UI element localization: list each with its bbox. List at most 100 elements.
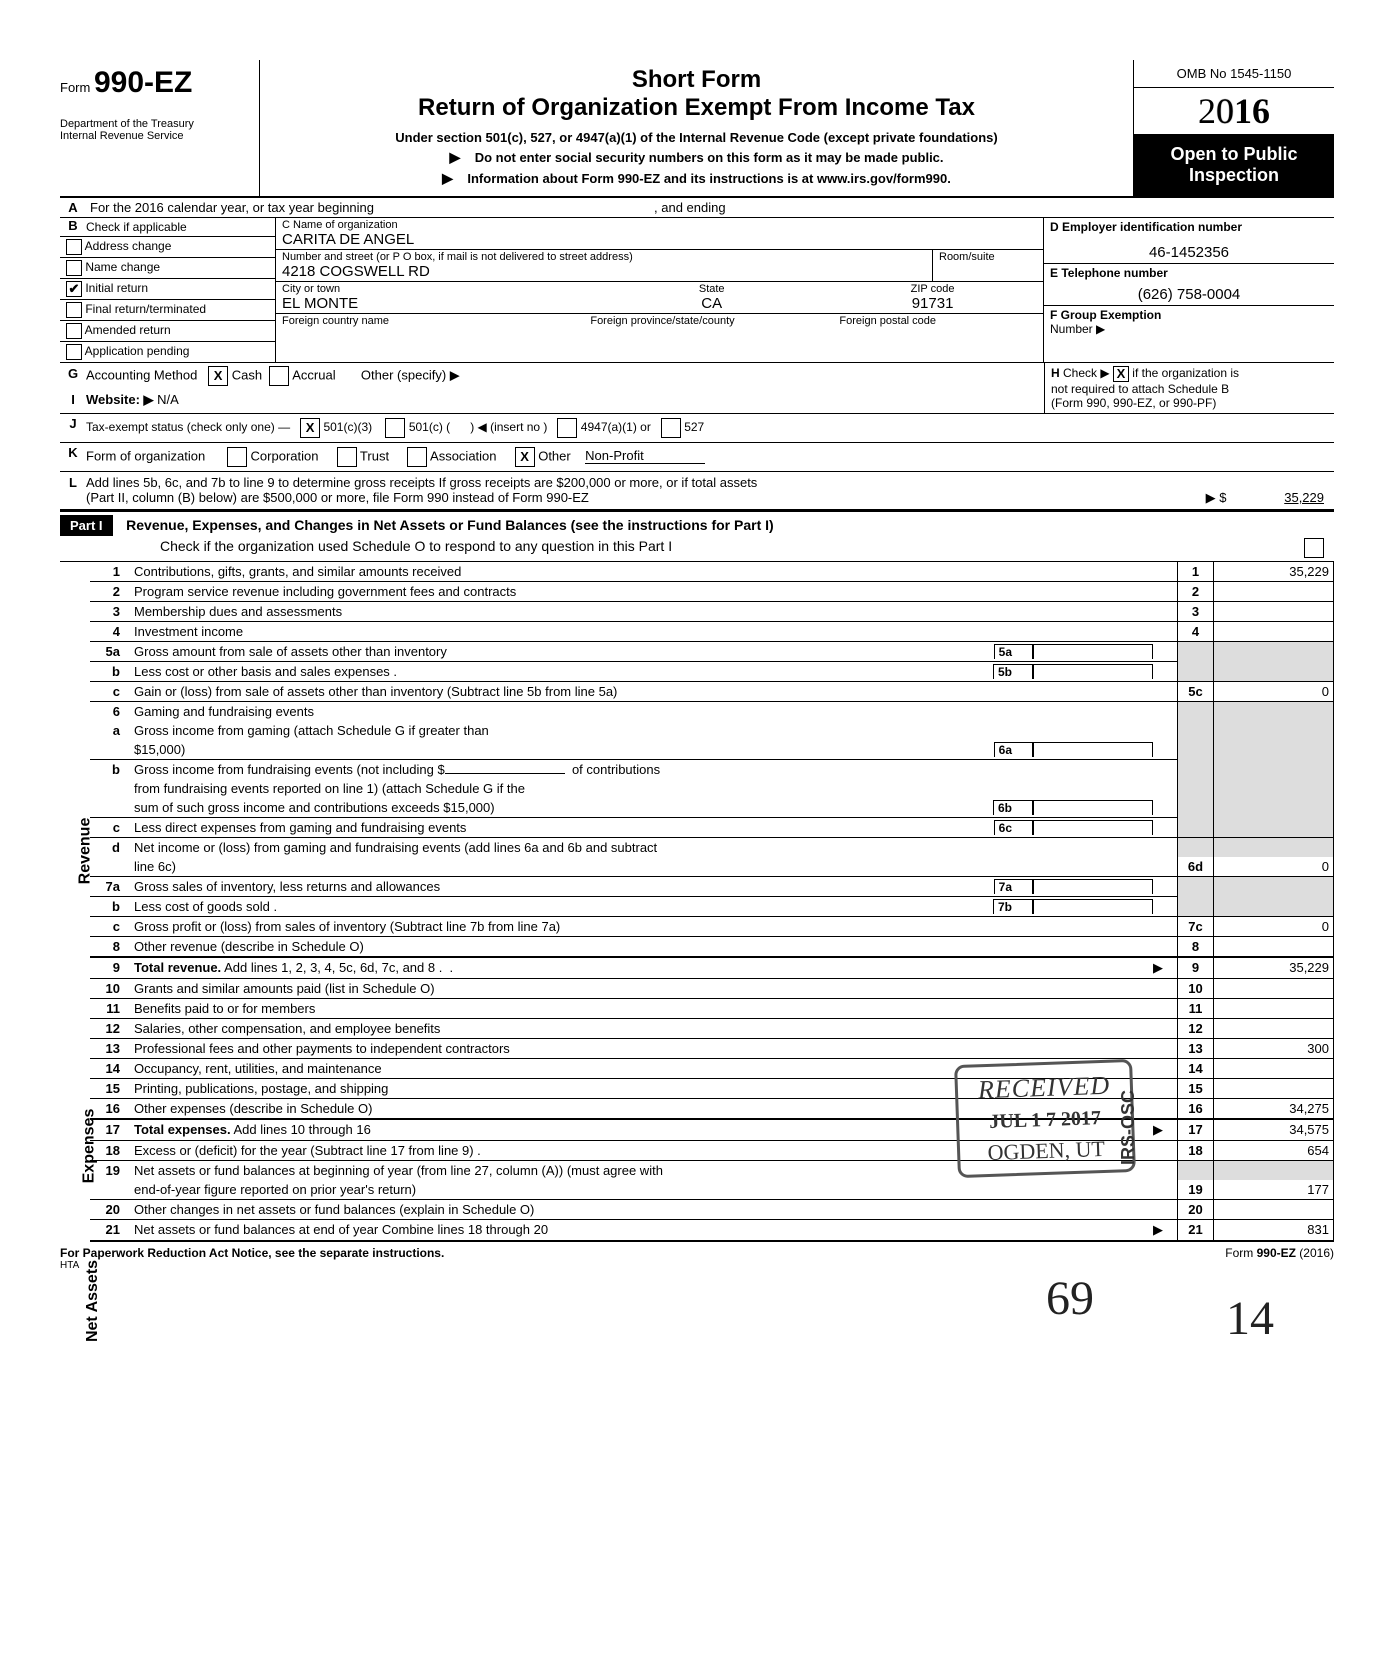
state-label: State	[607, 283, 816, 295]
city-value: EL MONTE	[282, 295, 595, 312]
check-initial-return[interactable]: ✔	[66, 281, 82, 297]
line-19b: end-of-year figure reported on prior yea…	[90, 1180, 1334, 1200]
city-label: City or town	[282, 283, 595, 295]
line-7c: cGross profit or (loss) from sales of in…	[90, 917, 1334, 937]
dept-treasury: Department of the Treasury Internal Reve…	[60, 118, 251, 142]
line-4: 4Investment income4	[90, 622, 1334, 642]
d-label: D Employer identification number	[1050, 220, 1328, 234]
open-public: Open to Public Inspection	[1134, 134, 1334, 196]
c-name-label: C Name of organization	[282, 219, 1037, 231]
line-6: 6Gaming and fundraising events	[90, 702, 1334, 722]
line-6d2: line 6c)6d0	[90, 857, 1334, 877]
subtitle-2: ▶ Do not enter social security numbers o…	[270, 149, 1123, 166]
form-number: Form 990-EZ	[60, 66, 251, 100]
check-501c3[interactable]: X	[300, 418, 320, 438]
b-label: Check if applicable	[86, 218, 187, 236]
check-amended[interactable]	[66, 323, 82, 339]
revenue-side-label: Revenue	[76, 818, 94, 885]
check-accrual[interactable]	[269, 366, 289, 386]
handwritten-14: 14	[1226, 1291, 1274, 1346]
line-3: 3Membership dues and assessments3	[90, 602, 1334, 622]
street-value: 4218 COGSWELL RD	[282, 263, 926, 280]
line-19: 19Net assets or fund balances at beginni…	[90, 1161, 1334, 1181]
check-address-change[interactable]	[66, 239, 82, 255]
ein-value: 46-1452356	[1050, 234, 1328, 261]
check-corp[interactable]	[227, 447, 247, 467]
identity-block: B Check if applicable Address change Nam…	[60, 218, 1334, 363]
line-20: 20Other changes in net assets or fund ba…	[90, 1200, 1334, 1220]
line-k: K Form of organization Corporation Trust…	[60, 443, 1334, 472]
check-trust[interactable]	[337, 447, 357, 467]
line-11: 11Benefits paid to or for members11	[90, 999, 1334, 1019]
handwriting-area: 69 14	[60, 1271, 1334, 1351]
zip-value: 91731	[828, 295, 1037, 312]
line-2: 2Program service revenue including gover…	[90, 582, 1334, 602]
check-assoc[interactable]	[407, 447, 427, 467]
other-org-value: Non-Profit	[585, 448, 705, 464]
fpc-label: Foreign postal code	[839, 315, 1037, 327]
line-21: 21Net assets or fund balances at end of …	[90, 1220, 1334, 1242]
check-other-org[interactable]: X	[515, 447, 535, 467]
line-6a: aGross income from gaming (attach Schedu…	[90, 721, 1334, 740]
subtitle-3: ▶ Information about Form 990-EZ and its …	[270, 170, 1123, 187]
street-label: Number and street (or P O box, if mail i…	[282, 251, 926, 263]
line-10: 10Grants and similar amounts paid (list …	[90, 979, 1334, 999]
check-name-change[interactable]	[66, 260, 82, 276]
room-label: Room/suite	[939, 251, 1037, 263]
state-value: CA	[607, 295, 816, 312]
check-527[interactable]	[661, 418, 681, 438]
short-form-title: Short Form	[270, 66, 1123, 94]
line-15: 15Printing, publications, postage, and s…	[90, 1079, 1334, 1099]
check-cash[interactable]: X	[208, 366, 228, 386]
received-stamp: RECEIVED JUL 1 7 2017 OGDEN, UT	[954, 1059, 1136, 1178]
line-14: 14Occupancy, rent, utilities, and mainte…	[90, 1059, 1334, 1079]
line-5c: cGain or (loss) from sale of assets othe…	[90, 682, 1334, 702]
line-13: 13Professional fees and other payments t…	[90, 1039, 1334, 1059]
form-header: Form 990-EZ Department of the Treasury I…	[60, 60, 1334, 198]
phone-value: (626) 758-0004	[1050, 280, 1328, 303]
line-17: 17Total expenses. Add lines 10 through 1…	[90, 1119, 1334, 1141]
check-h[interactable]: X	[1113, 366, 1129, 382]
g-i-h-row: G Accounting Method X Cash Accrual Other…	[60, 363, 1334, 414]
check-final-return[interactable]	[66, 302, 82, 318]
return-title: Return of Organization Exempt From Incom…	[270, 94, 1123, 122]
omb-number: OMB No 1545-1150	[1134, 60, 1334, 88]
line-1: 1Contributions, gifts, grants, and simil…	[90, 562, 1334, 582]
line-9: 9Total revenue. Add lines 1, 2, 3, 4, 5c…	[90, 957, 1334, 979]
fc-label: Foreign country name	[282, 315, 578, 327]
lines-section: Revenue Expenses Net Assets RECEIVED JUL…	[60, 562, 1334, 1242]
footer: For Paperwork Reduction Act Notice, see …	[60, 1242, 1334, 1271]
line-j: J Tax-exempt status (check only one) — X…	[60, 414, 1334, 443]
e-label: E Telephone number	[1050, 266, 1328, 280]
expenses-side-label: Expenses	[80, 1109, 98, 1184]
line-6d: dNet income or (loss) from gaming and fu…	[90, 838, 1334, 858]
line-16: 16Other expenses (describe in Schedule O…	[90, 1099, 1334, 1120]
h-check: H Check ▶ X if the organization is	[1051, 366, 1328, 382]
line-7a: 7aGross sales of inventory, less returns…	[90, 877, 1334, 897]
gross-receipts: 35,229	[1284, 490, 1324, 505]
h-text4: (Form 990, 990-EZ, or 990-PF)	[1051, 396, 1328, 410]
form-990ez: Form 990-EZ Department of the Treasury I…	[60, 60, 1334, 1351]
line-5a: 5aGross amount from sale of assets other…	[90, 642, 1334, 662]
check-501c[interactable]	[385, 418, 405, 438]
line-18: 18Excess or (deficit) for the year (Subt…	[90, 1141, 1334, 1161]
irs-osc-stamp: IRS-OSC	[1118, 1090, 1139, 1165]
website-value: N/A	[157, 392, 179, 407]
line-7b: bLess cost of goods sold .7b	[90, 897, 1334, 917]
handwritten-69: 69	[1046, 1271, 1094, 1326]
line-8: 8Other revenue (describe in Schedule O)8	[90, 937, 1334, 958]
line-l: L Add lines 5b, 6c, and 7b to line 9 to …	[60, 472, 1334, 510]
check-app-pending[interactable]	[66, 344, 82, 360]
part1-header: Part I Revenue, Expenses, and Changes in…	[60, 510, 1334, 562]
line-12: 12Salaries, other compensation, and empl…	[90, 1019, 1334, 1039]
line-6a2: $15,000)6a	[90, 740, 1334, 760]
fp-label: Foreign province/state/county	[590, 315, 827, 327]
line-a: A For the 2016 calendar year, or tax yea…	[60, 198, 1334, 218]
check-4947[interactable]	[557, 418, 577, 438]
subtitle-1: Under section 501(c), 527, or 4947(a)(1)…	[270, 130, 1123, 145]
line-6b2: from fundraising events reported on line…	[90, 779, 1334, 798]
h-text3: not required to attach Schedule B	[1051, 382, 1328, 396]
line-6c: cLess direct expenses from gaming and fu…	[90, 818, 1334, 838]
f-number-label: Number ▶	[1050, 322, 1328, 336]
check-schedule-o[interactable]	[1304, 538, 1324, 558]
